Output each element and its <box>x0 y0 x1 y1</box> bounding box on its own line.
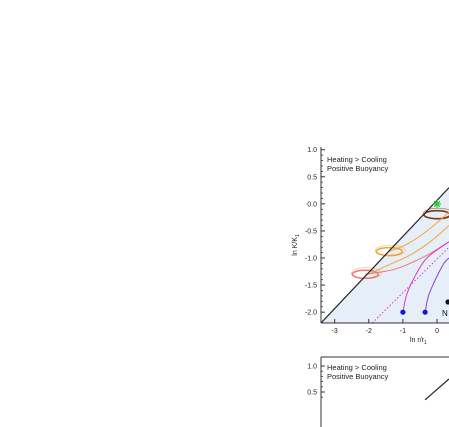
green-star-marker <box>433 199 442 208</box>
x-tick-label: -2 <box>366 328 372 335</box>
annotation-buoyancy-top: Positive Buoyancy <box>327 164 389 173</box>
diagonal-line-bottom-path <box>424 378 449 401</box>
y-tick-label: -2.0 <box>305 310 317 317</box>
panel-top: 1.0 0.5 0.0 -0.5 -1.0 -1.5 -2.0 -3 -2 -1 0 Heatin… <box>292 147 449 346</box>
points-group <box>400 199 442 315</box>
y-ticks-bottom: 1.0 0.5 <box>307 364 325 398</box>
cut-marker <box>445 299 449 305</box>
x-tick-label: 0 <box>435 328 439 335</box>
y-tick-label: -1.5 <box>305 283 317 290</box>
y-tick-label: -1.0 <box>305 256 317 263</box>
trajectories-group <box>365 211 449 313</box>
y-tick-label-bottom: 1.0 <box>307 364 317 371</box>
data-point <box>422 309 428 315</box>
y-tick-label-bottom: 0.5 <box>307 390 317 397</box>
trajectory-orange <box>368 225 449 275</box>
diagonal-line-bottom <box>424 378 449 401</box>
diagonal-line-path <box>321 187 449 323</box>
y-axis-label: ln K/K1 <box>292 234 301 256</box>
diagonal-line <box>321 187 449 323</box>
loop-orange-outer <box>374 244 406 257</box>
panel-bottom: 1.0 0.5 Heating > Cooling Positive Buoyan… <box>307 356 449 427</box>
y-tick-label: 0.0 <box>307 201 317 208</box>
loop-orange <box>375 246 404 257</box>
data-point <box>400 309 406 315</box>
annotation-heating-bottom: Heating > Cooling <box>327 363 387 372</box>
loop-salmon <box>351 269 380 280</box>
y-tick-label: -0.5 <box>305 228 317 235</box>
loop-brown-outer <box>422 207 449 220</box>
x-tick-label: -1 <box>400 328 406 335</box>
trajectory-magenta <box>402 241 449 313</box>
y-tick-label: 0.5 <box>307 174 317 181</box>
cut-label: N <box>442 309 448 318</box>
trajectory-purple <box>424 257 449 313</box>
loop-salmon-outer <box>351 267 382 280</box>
annotation-buoyancy-bottom: Positive Buoyancy <box>327 372 389 381</box>
star-ray <box>433 200 441 208</box>
x-tick-label: -3 <box>332 328 338 335</box>
x-axis-label: ln r/r1 <box>410 337 427 346</box>
trajectory-orange <box>389 211 449 252</box>
annotation-heating-top: Heating > Cooling <box>327 155 387 164</box>
x-ticks: -3 -2 -1 0 <box>332 319 439 335</box>
y-ticks: 1.0 0.5 0.0 -0.5 -1.0 -1.5 -2.0 <box>305 147 325 317</box>
y-tick-label: 1.0 <box>307 147 317 154</box>
